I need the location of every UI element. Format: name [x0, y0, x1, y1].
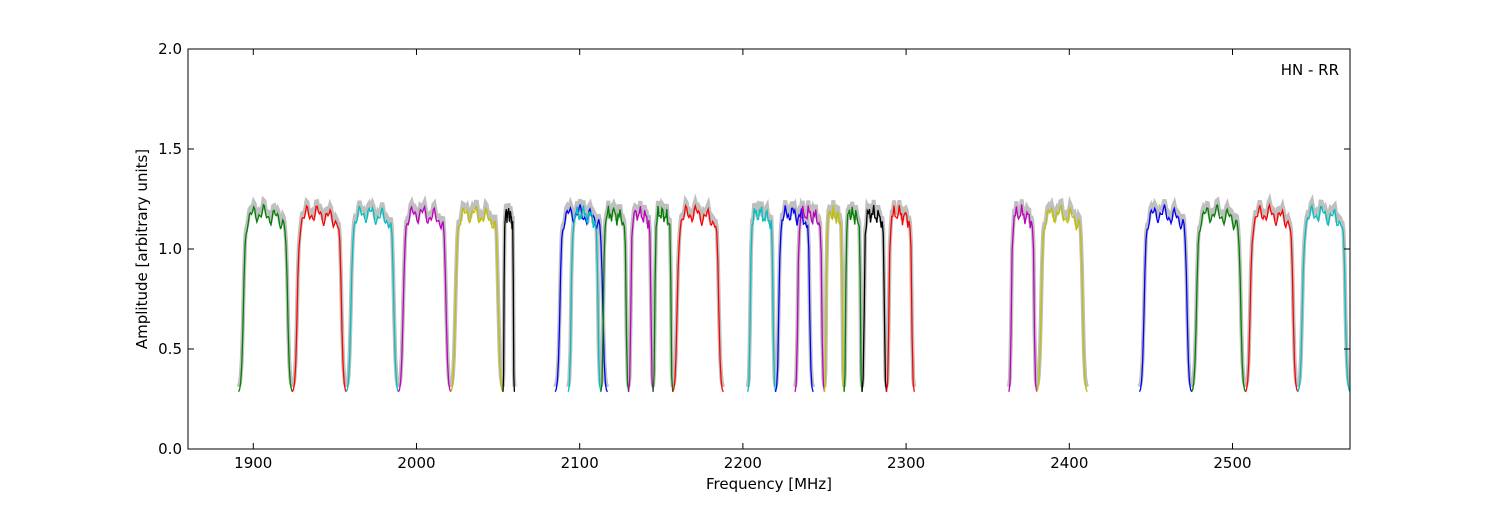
- y-tick-label: 1.0: [158, 240, 182, 258]
- segment-line: [1297, 203, 1350, 393]
- segment-line: [345, 205, 400, 393]
- plot-frame: [187, 48, 1351, 450]
- x-tick-label: 2300: [887, 454, 925, 472]
- segment-line: [774, 205, 814, 393]
- segment-line: [627, 205, 654, 392]
- x-tick-label: 2000: [397, 454, 435, 472]
- x-axis-label: Frequency [MHz]: [706, 475, 832, 493]
- segment-line: [600, 205, 630, 392]
- y-tick-label: 2.0: [158, 40, 182, 58]
- segment-line: [1036, 204, 1088, 393]
- background-trace: [745, 198, 778, 388]
- segment-line: [502, 208, 516, 392]
- segment-line: [567, 205, 602, 392]
- segment-line: [554, 204, 608, 393]
- background-trace: [1189, 196, 1248, 388]
- segment-line: [1191, 203, 1247, 393]
- x-tick-label: 2200: [724, 454, 762, 472]
- y-tick-label: 0.0: [158, 440, 182, 458]
- background-trace: [236, 195, 295, 388]
- segment-line: [397, 204, 452, 393]
- segment-line: [652, 205, 674, 392]
- background-trace: [290, 196, 349, 388]
- background-spectrum: [236, 192, 1350, 388]
- background-trace: [1137, 196, 1194, 388]
- background-trace: [1034, 195, 1090, 388]
- segment-line: [823, 205, 845, 392]
- background-trace: [773, 197, 816, 388]
- segment-line: [794, 205, 826, 392]
- ticks-layer: 1900 2000 2100 2200 2300 2400 2500 0.0 0.5 1.0 1.5…: [158, 40, 1350, 472]
- segments-layer: [238, 202, 1350, 393]
- segment-line: [1008, 204, 1038, 392]
- segment-line: [450, 206, 504, 393]
- y-tick-label: 1.5: [158, 140, 182, 158]
- segment-line: [843, 206, 863, 392]
- y-axis-label: Amplitude [arbitrary units]: [133, 149, 151, 349]
- segment-line: [1138, 204, 1193, 393]
- segment-line: [885, 205, 915, 392]
- background-trace: [448, 197, 505, 388]
- background-trace: [396, 194, 453, 388]
- segment-line: [291, 204, 347, 393]
- x-tick-label: 1900: [234, 454, 272, 472]
- annotation-label: HN - RR: [1281, 61, 1339, 79]
- background-trace: [670, 193, 726, 388]
- segment-line: [1244, 202, 1299, 393]
- segment-line: [672, 203, 724, 393]
- background-trace: [651, 197, 675, 388]
- background-trace: [1243, 192, 1300, 388]
- x-tick-label: 2400: [1050, 454, 1088, 472]
- y-tick-label: 0.5: [158, 340, 182, 358]
- segment-line: [747, 206, 777, 392]
- x-tick-label: 2500: [1213, 454, 1251, 472]
- background-trace: [344, 196, 401, 388]
- x-tick-label: 2100: [561, 454, 599, 472]
- segment-line: [238, 203, 293, 393]
- segment-line: [861, 204, 888, 392]
- background-trace: [1295, 194, 1350, 388]
